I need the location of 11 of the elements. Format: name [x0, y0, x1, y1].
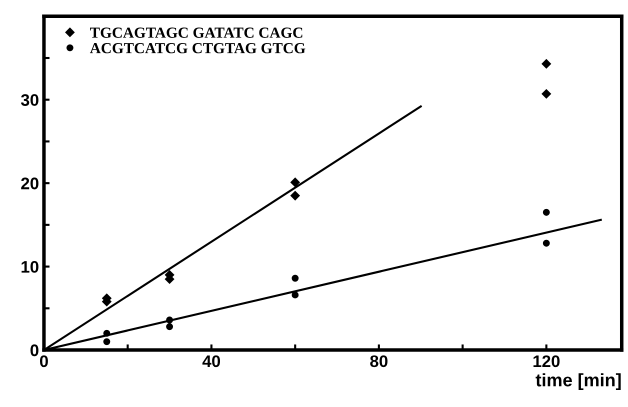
x-axis-title: time [min] — [536, 373, 621, 390]
x-tick-label: 40 — [202, 355, 220, 368]
x-tick-label: 120 — [534, 355, 560, 368]
legend-label: TGCAGTAGC GATATC CAGC — [90, 28, 302, 38]
y-tick-label: 0 — [30, 344, 38, 356]
y-tick-label: 10 — [22, 260, 38, 273]
x-tick-label: 0 — [40, 355, 48, 368]
y-tick-label: 30 — [20, 94, 38, 106]
legend-label: ACGTCATCG CTGTAG GTCG — [90, 43, 306, 54]
x-tick-label: 80 — [370, 355, 388, 368]
y-tick-label: 20 — [21, 178, 38, 190]
